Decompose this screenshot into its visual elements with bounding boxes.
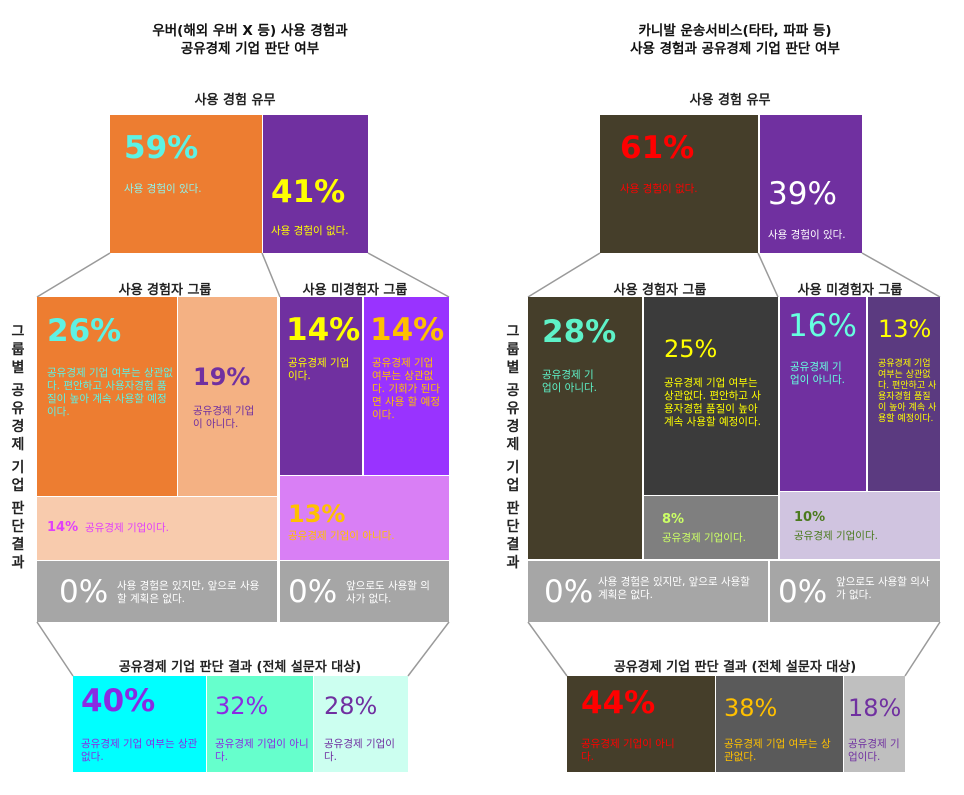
right-exp-b-box: 25% 공유경제 기업 여부는 상관없다. 편안하고 사용자경험 품질이 높아 … — [644, 297, 778, 495]
right-zero-exp-box: 0% 사용 경험은 있지만, 앞으로 사용할 계획은 없다. — [528, 561, 768, 622]
right-exp-c-pct: 8% — [662, 512, 685, 527]
left-usage-yes-box: 59% 사용 경험이 있다. — [110, 115, 262, 253]
right-result-c-box: 18% 공유경제 기업이다. — [844, 676, 905, 772]
left-result-header: 공유경제 기업 판단 결과 (전체 설문자 대상) — [118, 660, 362, 675]
left-result-b-pct: 32% — [215, 692, 269, 720]
left-non-c-pct: 13% — [288, 500, 346, 528]
right-result-c-pct: 18% — [848, 694, 902, 722]
left-exp-b-pct: 19% — [193, 363, 251, 391]
side-char: 그 — [11, 324, 25, 340]
right-result-a-label: 공유경제 기업이 아니다. — [581, 738, 675, 763]
left-non-c-label: 공유경제 기업이 아니다. — [288, 530, 395, 542]
left-result-a-pct: 40% — [81, 683, 156, 719]
right-non-a-box: 16% 공유경제 기업이 아니다. — [780, 297, 866, 491]
right-zero-non-box: 0% 앞으로도 사용할 의사가 없다. — [770, 561, 940, 622]
left-non-a-pct: 14% — [286, 312, 361, 348]
left-result-a-box: 40% 공유경제 기업 여부는 상관없다. — [73, 676, 206, 772]
right-result-header: 공유경제 기업 판단 결과 (전체 설문자 대상) — [613, 660, 857, 675]
left-nonexp-group-header: 사용 미경험자 그룹 — [302, 283, 408, 298]
left-title-line2: 공유경제 기업 판단 여부 — [180, 41, 320, 57]
right-exp-group-header: 사용 경험자 그룹 — [613, 283, 707, 298]
right-zero-non-label: 앞으로도 사용할 의사가 없다. — [836, 576, 930, 601]
left-non-a-label: 공유경제 기업이다. — [288, 357, 350, 382]
left-non-c-box: 13% 공유경제 기업이 아니다. — [280, 476, 449, 560]
left-title-line1: 우버(해외 우버 X 등) 사용 경험과 — [152, 23, 348, 39]
left-exp-b-label: 공유경제 기업이 아니다. — [193, 405, 255, 430]
left-result-b-box: 32% 공유경제 기업이 아니다. — [207, 676, 313, 772]
left-non-b-pct: 14% — [370, 312, 445, 348]
right-non-b-pct: 13% — [878, 315, 932, 343]
left-result-b-label: 공유경제 기업이 아니다. — [215, 738, 309, 763]
left-exp-a-pct: 26% — [47, 313, 122, 349]
left-usage-header: 사용 경험 유무 — [194, 93, 276, 108]
right-non-b-box: 13% 공유경제 기업 여부는 상관없다. 편안하고 사용자경험 품질이 높아 … — [868, 297, 940, 491]
left-exp-c-pct: 14% — [47, 520, 79, 535]
right-zero-exp-label: 사용 경험은 있지만, 앞으로 사용할 계획은 없다. — [598, 576, 750, 601]
right-result-a-box: 44% 공유경제 기업이 아니다. — [567, 676, 715, 772]
left-result-c-pct: 28% — [324, 692, 378, 720]
right-exp-a-label: 공유경제 기업이 아니다. — [542, 369, 597, 394]
right-zero-non-pct: 0% — [778, 574, 828, 610]
left-usage-no-label: 사용 경험이 없다. — [271, 225, 349, 237]
right-title-line1: 카니발 운송서비스(타타, 파파 등) — [638, 23, 832, 39]
right-usage-no-label: 사용 경험이 있다. — [768, 229, 846, 241]
left-usage-no-box: 41% 사용 경험이 없다. — [263, 115, 368, 253]
left-exp-c-box: 14% 공유경제 기업이다. — [37, 497, 277, 560]
right-non-a-label: 공유경제 기업이 아니다. — [790, 361, 845, 386]
right-non-c-label: 공유경제 기업이다. — [794, 530, 878, 542]
left-result-c-box: 28% 공유경제 기업이다. — [314, 676, 408, 772]
right-result-c-label: 공유경제 기업이다. — [848, 738, 900, 763]
right-non-a-pct: 16% — [788, 308, 857, 344]
left-usage-no-pct: 41% — [271, 174, 346, 210]
left-zero-non-box: 0% 앞으로도 사용할 의사가 없다. — [280, 561, 449, 622]
right-title: 카니발 운송서비스(타타, 파파 등) 사용 경험과 공유경제 기업 판단 여부 — [590, 22, 880, 58]
left-exp-b-box: 19% 공유경제 기업이 아니다. — [178, 297, 277, 496]
right-zero-exp-pct: 0% — [544, 574, 594, 610]
left-non-b-label: 공유경제 기업 여부는 상관없다. 기회가 된다면 사용 할 예정이다. — [372, 357, 440, 421]
right-non-b-label: 공유경제 기업 여부는 상관없다. 편안하고 사용자경험 품질이 높아 계속 사… — [878, 359, 937, 424]
right-exp-a-pct: 28% — [542, 314, 617, 350]
right-usage-yes-pct: 61% — [620, 130, 695, 166]
left-exp-a-label: 공유경제 기업 여부는 상관없다. 편안하고 사용자경험 품질이 높아 계속 사… — [47, 367, 173, 418]
left-zero-exp-label: 사용 경험은 있지만, 앞으로 사용할 계획은 없다. — [117, 580, 260, 605]
left-exp-a-box: 26% 공유경제 기업 여부는 상관없다. 편안하고 사용자경험 품질이 높아 … — [37, 297, 177, 496]
left-non-a-box: 14% 공유경제 기업이다. — [280, 297, 362, 475]
right-result-b-pct: 38% — [724, 694, 778, 722]
left-exp-c-label: 공유경제 기업이다. — [85, 522, 169, 534]
right-exp-b-label: 공유경제 기업 여부는 상관없다. 편안하고 사용자경험 품질이 높아 계속 사… — [664, 377, 761, 428]
right-nonexp-group-header: 사용 미경험자 그룹 — [797, 283, 903, 298]
left-zero-non-label: 앞으로도 사용할 의사가 없다. — [346, 580, 430, 605]
left-zero-exp-pct: 0% — [59, 574, 109, 610]
right-result-a-pct: 44% — [581, 685, 656, 721]
left-zero-non-pct: 0% — [288, 574, 338, 610]
left-exp-group-header: 사용 경험자 그룹 — [118, 283, 212, 298]
right-exp-b-pct: 25% — [664, 335, 718, 363]
left-result-a-label: 공유경제 기업 여부는 상관없다. — [81, 738, 198, 763]
left-title: 우버(해외 우버 X 등) 사용 경험과 공유경제 기업 판단 여부 — [110, 22, 390, 58]
right-usage-no-pct: 39% — [768, 176, 837, 212]
right-non-c-box: 10% 공유경제 기업이다. — [780, 492, 940, 559]
right-result-b-box: 38% 공유경제 기업 여부는 상관없다. — [716, 676, 843, 772]
right-exp-c-box: 8% 공유경제 기업이다. — [644, 496, 778, 559]
right-result-b-label: 공유경제 기업 여부는 상관없다. — [724, 738, 831, 763]
left-zero-exp-box: 0% 사용 경험은 있지만, 앞으로 사용할 계획은 없다. — [37, 561, 277, 622]
right-usage-no-box: 39% 사용 경험이 있다. — [760, 115, 862, 253]
right-title-line2: 사용 경험과 공유경제 기업 판단 여부 — [630, 41, 840, 57]
right-exp-c-label: 공유경제 기업이다. — [662, 532, 746, 544]
right-usage-header: 사용 경험 유무 — [689, 93, 771, 108]
right-non-c-pct: 10% — [794, 510, 826, 525]
right-usage-yes-label: 사용 경험이 없다. — [620, 183, 698, 195]
left-usage-yes-pct: 59% — [124, 130, 199, 166]
left-result-c-label: 공유경제 기업이다. — [324, 738, 395, 763]
right-exp-a-box: 28% 공유경제 기업이 아니다. — [528, 297, 642, 559]
left-usage-yes-label: 사용 경험이 있다. — [124, 183, 202, 195]
right-usage-yes-box: 61% 사용 경험이 없다. — [600, 115, 758, 253]
left-non-b-box: 14% 공유경제 기업 여부는 상관없다. 기회가 된다면 사용 할 예정이다. — [364, 297, 449, 475]
